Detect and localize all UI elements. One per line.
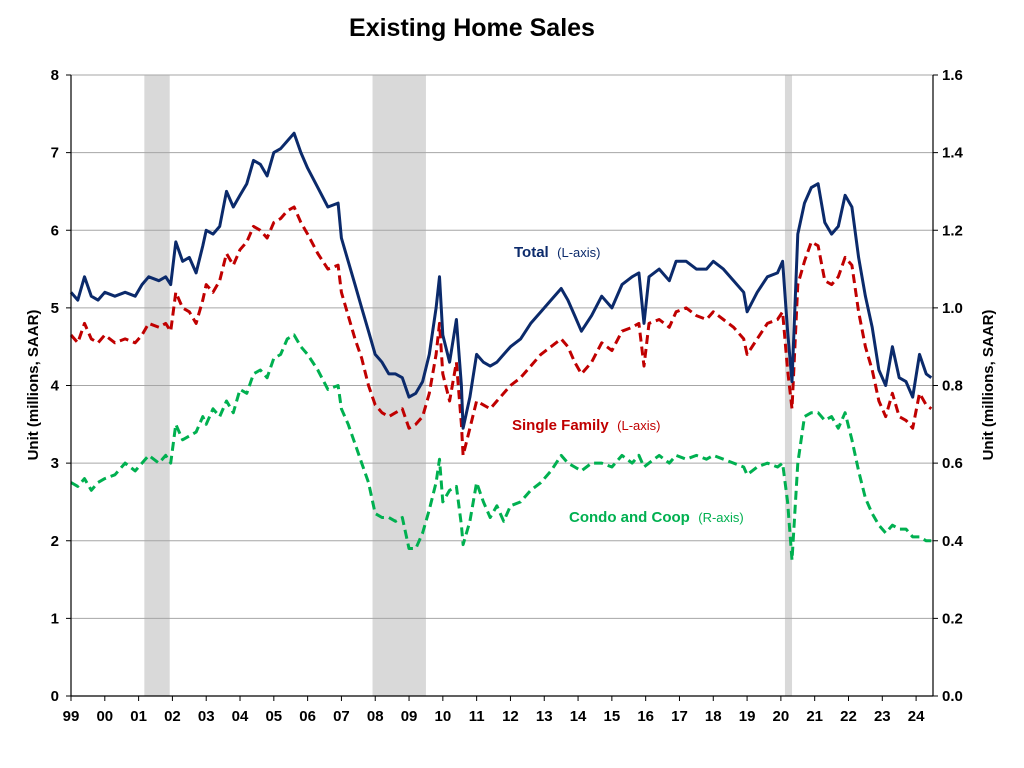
svg-text:Total (L-axis): Total (L-axis) bbox=[514, 244, 601, 261]
x-tick-label: 05 bbox=[265, 708, 282, 725]
x-tick-label: 03 bbox=[198, 708, 215, 725]
left-tick-label: 0 bbox=[51, 688, 59, 705]
x-tick-label: 11 bbox=[469, 708, 485, 725]
x-tick-label: 07 bbox=[333, 708, 350, 725]
x-tick-label: 19 bbox=[739, 708, 756, 725]
left-axis-label: Unit (millions, SAAR) bbox=[25, 310, 42, 461]
right-tick-label: 0.4 bbox=[942, 533, 964, 550]
single-family-series-axis-note: (L-axis) bbox=[617, 418, 660, 433]
x-tick-label: 00 bbox=[96, 708, 113, 725]
right-tick-label: 1.0 bbox=[942, 300, 963, 317]
left-tick-label: 3 bbox=[51, 455, 59, 472]
condo-series-label: Condo and Coop bbox=[569, 509, 690, 526]
total-series-axis-note: (L-axis) bbox=[557, 245, 600, 260]
left-tick-label: 6 bbox=[51, 222, 59, 239]
left-tick-label: 2 bbox=[51, 533, 59, 550]
left-tick-label: 4 bbox=[51, 378, 60, 395]
x-tick-label: 10 bbox=[434, 708, 451, 725]
x-tick-label: 18 bbox=[705, 708, 722, 725]
x-tick-label: 12 bbox=[502, 708, 519, 725]
right-tick-label: 0.8 bbox=[942, 378, 963, 395]
left-tick-label: 7 bbox=[51, 145, 59, 162]
right-tick-label: 1.4 bbox=[942, 145, 964, 162]
single-family-series-annotation: Single Family (L-axis) bbox=[512, 417, 661, 434]
x-tick-label: 22 bbox=[840, 708, 857, 725]
right-axis-label: Unit (millions, SAAR) bbox=[980, 310, 997, 461]
right-tick-label: 1.6 bbox=[942, 67, 963, 84]
condo-series-annotation: Condo and Coop (R-axis) bbox=[569, 509, 744, 526]
x-tick-label: 08 bbox=[367, 708, 384, 725]
left-tick-label: 1 bbox=[51, 610, 59, 627]
svg-text:Condo and Coop (R-axis): Condo and Coop (R-axis) bbox=[569, 509, 744, 526]
total-series-annotation: Total (L-axis) bbox=[514, 244, 601, 261]
total-series-line bbox=[69, 131, 933, 430]
x-tick-label: 01 bbox=[130, 708, 147, 725]
condo-series-axis-note: (R-axis) bbox=[698, 510, 744, 525]
svg-text:Single Family (L-axis): Single Family (L-axis) bbox=[512, 417, 661, 434]
x-tick-label: 16 bbox=[637, 708, 654, 725]
x-tick-label: 23 bbox=[874, 708, 891, 725]
left-tick-label: 5 bbox=[51, 300, 59, 317]
x-tick-label: 02 bbox=[164, 708, 181, 725]
x-tick-label: 15 bbox=[604, 708, 621, 725]
single-family-series-line bbox=[69, 205, 933, 457]
right-tick-label: 0.0 bbox=[942, 688, 963, 705]
x-tick-label: 13 bbox=[536, 708, 553, 725]
series-lines bbox=[69, 131, 933, 562]
right-tick-label: 0.2 bbox=[942, 610, 963, 627]
condo-series-line bbox=[70, 333, 932, 562]
tick-labels: 0 0.0 1 0.2 2 0.4 3 0.6 4 0.8 5 1.0 6 1.2 7 1.4 8 1.6 99 00… bbox=[51, 67, 964, 725]
x-tick-label: 14 bbox=[570, 708, 587, 725]
x-tick-label: 09 bbox=[401, 708, 418, 725]
x-tick-label: 17 bbox=[671, 708, 688, 725]
x-tick-label: 21 bbox=[806, 708, 823, 725]
left-tick-label: 8 bbox=[51, 67, 59, 84]
total-series-label: Total bbox=[514, 244, 549, 261]
right-tick-label: 0.6 bbox=[942, 455, 963, 472]
x-tick-label: 24 bbox=[908, 708, 925, 725]
gridlines bbox=[71, 74, 933, 619]
x-tick-label: 06 bbox=[299, 708, 316, 725]
x-tick-label: 99 bbox=[63, 708, 80, 725]
right-tick-label: 1.2 bbox=[942, 222, 963, 239]
x-tick-label: 20 bbox=[773, 708, 790, 725]
single-family-series-label: Single Family bbox=[512, 417, 609, 434]
chart-title: Existing Home Sales bbox=[349, 14, 595, 42]
x-tick-label: 04 bbox=[232, 708, 249, 725]
